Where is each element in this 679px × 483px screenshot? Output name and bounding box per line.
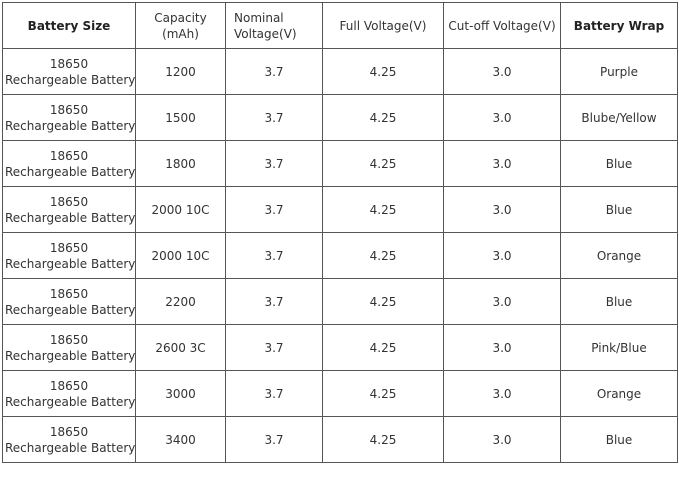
table-cell: 1500	[135, 94, 226, 141]
table-cell: Blube/Yellow	[560, 94, 678, 141]
table-cell: 18650 Rechargeable Battery	[2, 416, 136, 463]
table-cell: 18650 Rechargeable Battery	[2, 140, 136, 187]
cell-line: Rechargeable Battery	[5, 348, 136, 363]
table-cell: 4.25	[322, 140, 444, 187]
table-cell: Blue	[560, 416, 678, 463]
header-cell: Full Voltage(V)	[322, 2, 444, 49]
table-cell: Blue	[560, 278, 678, 325]
table-cell: 4.25	[322, 324, 444, 371]
table-cell: 3.0	[443, 140, 561, 187]
table-cell: 3.7	[225, 232, 323, 279]
table-cell: 2000 10C	[135, 232, 226, 279]
table-row: 18650 Rechargeable Battery 1200 3.7 4.25 3.0 P…	[2, 48, 678, 95]
cell-line: (mAh)	[162, 26, 199, 41]
cell-line: 18650	[49, 424, 89, 439]
header-cell: Battery Wrap	[560, 2, 678, 49]
table-cell: 3.7	[225, 140, 323, 187]
cell-line: Rechargeable Battery	[5, 302, 136, 317]
table-cell: Orange	[560, 370, 678, 417]
table-body: 18650 Rechargeable Battery 1200 3.7 4.25 3.0 P…	[2, 48, 678, 463]
table-cell: 4.25	[322, 186, 444, 233]
table-cell: 3.7	[225, 370, 323, 417]
table-row: 18650 Rechargeable Battery 3000 3.7 4.25 3.0 O…	[2, 370, 678, 417]
table-cell: 3.0	[443, 324, 561, 371]
table-cell: 4.25	[322, 370, 444, 417]
table-cell: 3.0	[443, 278, 561, 325]
cell-line: 18650	[49, 194, 89, 209]
table-row: 18650 Rechargeable Battery 1500 3.7 4.25 3.0 B…	[2, 94, 678, 141]
header-row: Battery Size Capacity (mAh) Nominal Voltage(…	[2, 2, 678, 49]
header-cell: Battery Size	[2, 2, 136, 49]
table-cell: 2600 3C	[135, 324, 226, 371]
table-cell: Purple	[560, 48, 678, 95]
table-cell: 3.7	[225, 278, 323, 325]
cell-line: Rechargeable Battery	[5, 164, 136, 179]
cell-line: Battery Wrap	[573, 18, 665, 33]
table-cell: 4.25	[322, 48, 444, 95]
cell-line: Rechargeable Battery	[5, 210, 136, 225]
table-cell: 1200	[135, 48, 226, 95]
table-cell: 18650 Rechargeable Battery	[2, 370, 136, 417]
table-cell: Blue	[560, 186, 678, 233]
table-cell: Blue	[560, 140, 678, 187]
table-cell: 3.0	[443, 370, 561, 417]
cell-line: 18650	[49, 102, 89, 117]
table-row: 18650 Rechargeable Battery 2000 10C 3.7 4.25…	[2, 232, 678, 279]
table-cell: 1800	[135, 140, 226, 187]
battery-table: Battery Size Capacity (mAh) Nominal Voltage(…	[2, 2, 678, 463]
cell-line: 18650	[49, 240, 89, 255]
table-cell: 18650 Rechargeable Battery	[2, 186, 136, 233]
header-cell: Nominal Voltage(V)	[225, 2, 323, 49]
cell-line: Battery Size	[27, 18, 111, 33]
table-cell: 2200	[135, 278, 226, 325]
table-cell: 18650 Rechargeable Battery	[2, 324, 136, 371]
cell-line: Rechargeable Battery	[5, 394, 136, 409]
table-cell: 18650 Rechargeable Battery	[2, 278, 136, 325]
table-cell: 3.0	[443, 94, 561, 141]
table-cell: 3000	[135, 370, 226, 417]
table-row: 18650 Rechargeable Battery 2200 3.7 4.25 3.0 B…	[2, 278, 678, 325]
table-cell: Orange	[560, 232, 678, 279]
cell-line: Full Voltage(V)	[339, 18, 427, 33]
table-cell: 18650 Rechargeable Battery	[2, 232, 136, 279]
table-row: 18650 Rechargeable Battery 1800 3.7 4.25 3.0 B…	[2, 140, 678, 187]
table-cell: 18650 Rechargeable Battery	[2, 48, 136, 95]
table-cell: 3.0	[443, 232, 561, 279]
table-cell: Pink/Blue	[560, 324, 678, 371]
table-cell: 2000 10C	[135, 186, 226, 233]
cell-line: Voltage(V)	[234, 26, 297, 41]
table-cell: 4.25	[322, 416, 444, 463]
cell-line: Nominal	[234, 10, 284, 25]
table-cell: 3.7	[225, 94, 323, 141]
cell-line: 18650	[49, 332, 89, 347]
cell-line: Rechargeable Battery	[5, 118, 136, 133]
header-cell: Cut-off Voltage(V)	[443, 2, 561, 49]
table-cell: 3.7	[225, 416, 323, 463]
table-cell: 3.0	[443, 186, 561, 233]
table-cell: 18650 Rechargeable Battery	[2, 94, 136, 141]
table-cell: 4.25	[322, 94, 444, 141]
table-cell: 3.7	[225, 324, 323, 371]
table-cell: 4.25	[322, 278, 444, 325]
table-row: 18650 Rechargeable Battery 2000 10C 3.7 4.25…	[2, 186, 678, 233]
cell-line: 18650	[49, 378, 89, 393]
table-cell: 3.0	[443, 416, 561, 463]
cell-line: Rechargeable Battery	[5, 256, 136, 271]
table-cell: 3400	[135, 416, 226, 463]
header-cell: Capacity (mAh)	[135, 2, 226, 49]
cell-line: Rechargeable Battery	[5, 440, 136, 455]
table-cell: 3.0	[443, 48, 561, 95]
table-cell: 4.25	[322, 232, 444, 279]
table-cell: 3.7	[225, 48, 323, 95]
table-cell: 3.7	[225, 186, 323, 233]
cell-line: 18650	[49, 148, 89, 163]
table-row: 18650 Rechargeable Battery 2600 3C 3.7 4.25 3…	[2, 324, 678, 371]
cell-line: Cut-off Voltage(V)	[448, 18, 556, 33]
table-row: 18650 Rechargeable Battery 3400 3.7 4.25 3.0 B…	[2, 416, 678, 463]
cell-line: Rechargeable Battery	[5, 72, 136, 87]
cell-line: Capacity	[154, 10, 207, 25]
cell-line: 18650	[49, 286, 89, 301]
cell-line: 18650	[49, 56, 89, 71]
